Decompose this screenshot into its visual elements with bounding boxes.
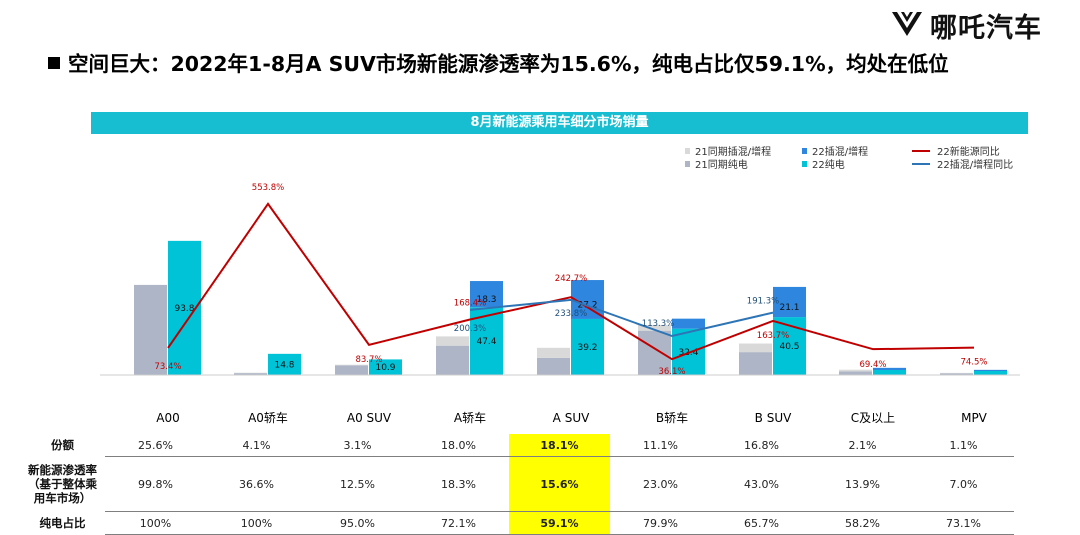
legend-label: 21同期插混/增程: [695, 145, 771, 158]
bar-21-bev: [436, 346, 469, 375]
bar-value-label: 21.1: [779, 303, 799, 313]
bar-22-bev: [974, 371, 1007, 375]
line-value-label: 74.5%: [960, 358, 987, 368]
line-value-label: 553.8%: [252, 183, 284, 193]
bar-value-label: 47.4: [476, 337, 496, 347]
legend-swatch: [802, 148, 807, 154]
legend-swatch: [685, 161, 690, 167]
table-row: 新能源渗透率（基于整体乘用车市场）99.8%36.6%12.5%18.3%15.…: [20, 457, 1014, 512]
row-header: 新能源渗透率（基于整体乘用车市场）: [20, 457, 105, 512]
legend-swatch: [802, 161, 807, 167]
table-cell: 12.5%: [307, 457, 408, 512]
line-value-label: 168.4%: [454, 298, 486, 308]
table-cell: 16.8%: [711, 434, 812, 457]
bar-21-phev: [537, 348, 570, 358]
table-cell: 99.8%: [105, 457, 206, 512]
brand-name: 哪吒汽车: [930, 6, 1042, 45]
table-cell: 18.1%: [509, 434, 610, 457]
table-cell: 23.0%: [610, 457, 711, 512]
bar-value-label: 39.2: [577, 343, 597, 353]
category-label: A0轿车: [248, 410, 288, 425]
headline-text: 空间巨大：2022年1-8月A SUV市场新能源渗透率为15.6%，纯电占比仅5…: [68, 52, 949, 76]
line-value-label: 242.7%: [555, 274, 587, 284]
table-cell: 7.0%: [913, 457, 1014, 512]
table-cell: 43.0%: [711, 457, 812, 512]
category-label: A0 SUV: [347, 411, 392, 425]
bullet-square-icon: [48, 57, 60, 69]
table-cell: 95.0%: [307, 512, 408, 535]
table-cell: 2.1%: [812, 434, 913, 457]
category-label: A SUV: [553, 411, 590, 425]
line-value-label: 163.7%: [757, 331, 789, 341]
brand-logo: 哪吒汽车: [890, 6, 1042, 45]
table-cell: 13.9%: [812, 457, 913, 512]
category-label: B轿车: [656, 410, 688, 425]
page-headline: 空间巨大：2022年1-8月A SUV市场新能源渗透率为15.6%，纯电占比仅5…: [48, 47, 949, 77]
line-value-label: 73.4%: [154, 362, 181, 372]
legend-label: 22新能源同比: [937, 145, 1000, 158]
neta-logo-icon: [890, 10, 924, 42]
table-cell: 100%: [206, 512, 307, 535]
table-cell: 1.1%: [913, 434, 1014, 457]
table-cell: 3.1%: [307, 434, 408, 457]
bar-value-label: 14.8: [274, 360, 294, 370]
bar-21-bev: [335, 365, 368, 375]
bar-21-bev: [839, 371, 872, 375]
line-value-label: 191.3%: [747, 297, 779, 307]
category-label: A轿车: [454, 410, 486, 425]
row-header: 纯电占比: [20, 512, 105, 535]
bar-22-bev: [873, 370, 906, 375]
bar-22-phev: [974, 370, 1007, 371]
table-cell: 65.7%: [711, 512, 812, 535]
table-cell: 59.1%: [509, 512, 610, 535]
line-value-label: 83.7%: [355, 355, 382, 365]
bar-21-bev: [739, 352, 772, 375]
legend-label: 22纯电: [812, 158, 845, 171]
line-value-label: 69.4%: [859, 360, 886, 370]
table-cell: 18.0%: [408, 434, 509, 457]
category-label: B SUV: [755, 411, 792, 425]
table-cell: 15.6%: [509, 457, 610, 512]
category-label: C及以上: [851, 411, 895, 425]
table-cell: 72.1%: [408, 512, 509, 535]
legend-label: 22插混/增程同比: [937, 158, 1013, 171]
table-cell: 79.9%: [610, 512, 711, 535]
legend-label: 21同期纯电: [695, 158, 748, 171]
table-cell: 73.1%: [913, 512, 1014, 535]
table-cell: 100%: [105, 512, 206, 535]
category-label: A00: [156, 411, 179, 425]
table-cell: 25.6%: [105, 434, 206, 457]
table-cell: 11.1%: [610, 434, 711, 457]
row-header: 份额: [20, 434, 105, 457]
bar-21-bev: [537, 358, 570, 375]
category-label: MPV: [961, 411, 988, 425]
table-cell: 4.1%: [206, 434, 307, 457]
bar-21-phev: [739, 344, 772, 353]
legend-label: 22插混/增程: [812, 145, 868, 158]
bar-value-label: 40.5: [779, 342, 799, 352]
table-cell: 36.6%: [206, 457, 307, 512]
line-value-label: 113.3%: [642, 319, 674, 329]
table-cell: 58.2%: [812, 512, 913, 535]
line-value-label: 36.1%: [658, 367, 685, 377]
chart-title: 8月新能源乘用车细分市场销量: [91, 112, 1028, 134]
table-cell: 18.3%: [408, 457, 509, 512]
line-value-label: 200.3%: [454, 324, 486, 334]
line-value-label: 233.8%: [555, 309, 587, 319]
line-phev-yoy: [470, 300, 773, 336]
legend-swatch: [685, 148, 690, 154]
bar-22-phev: [672, 319, 705, 329]
bar-21-phev: [436, 336, 469, 345]
